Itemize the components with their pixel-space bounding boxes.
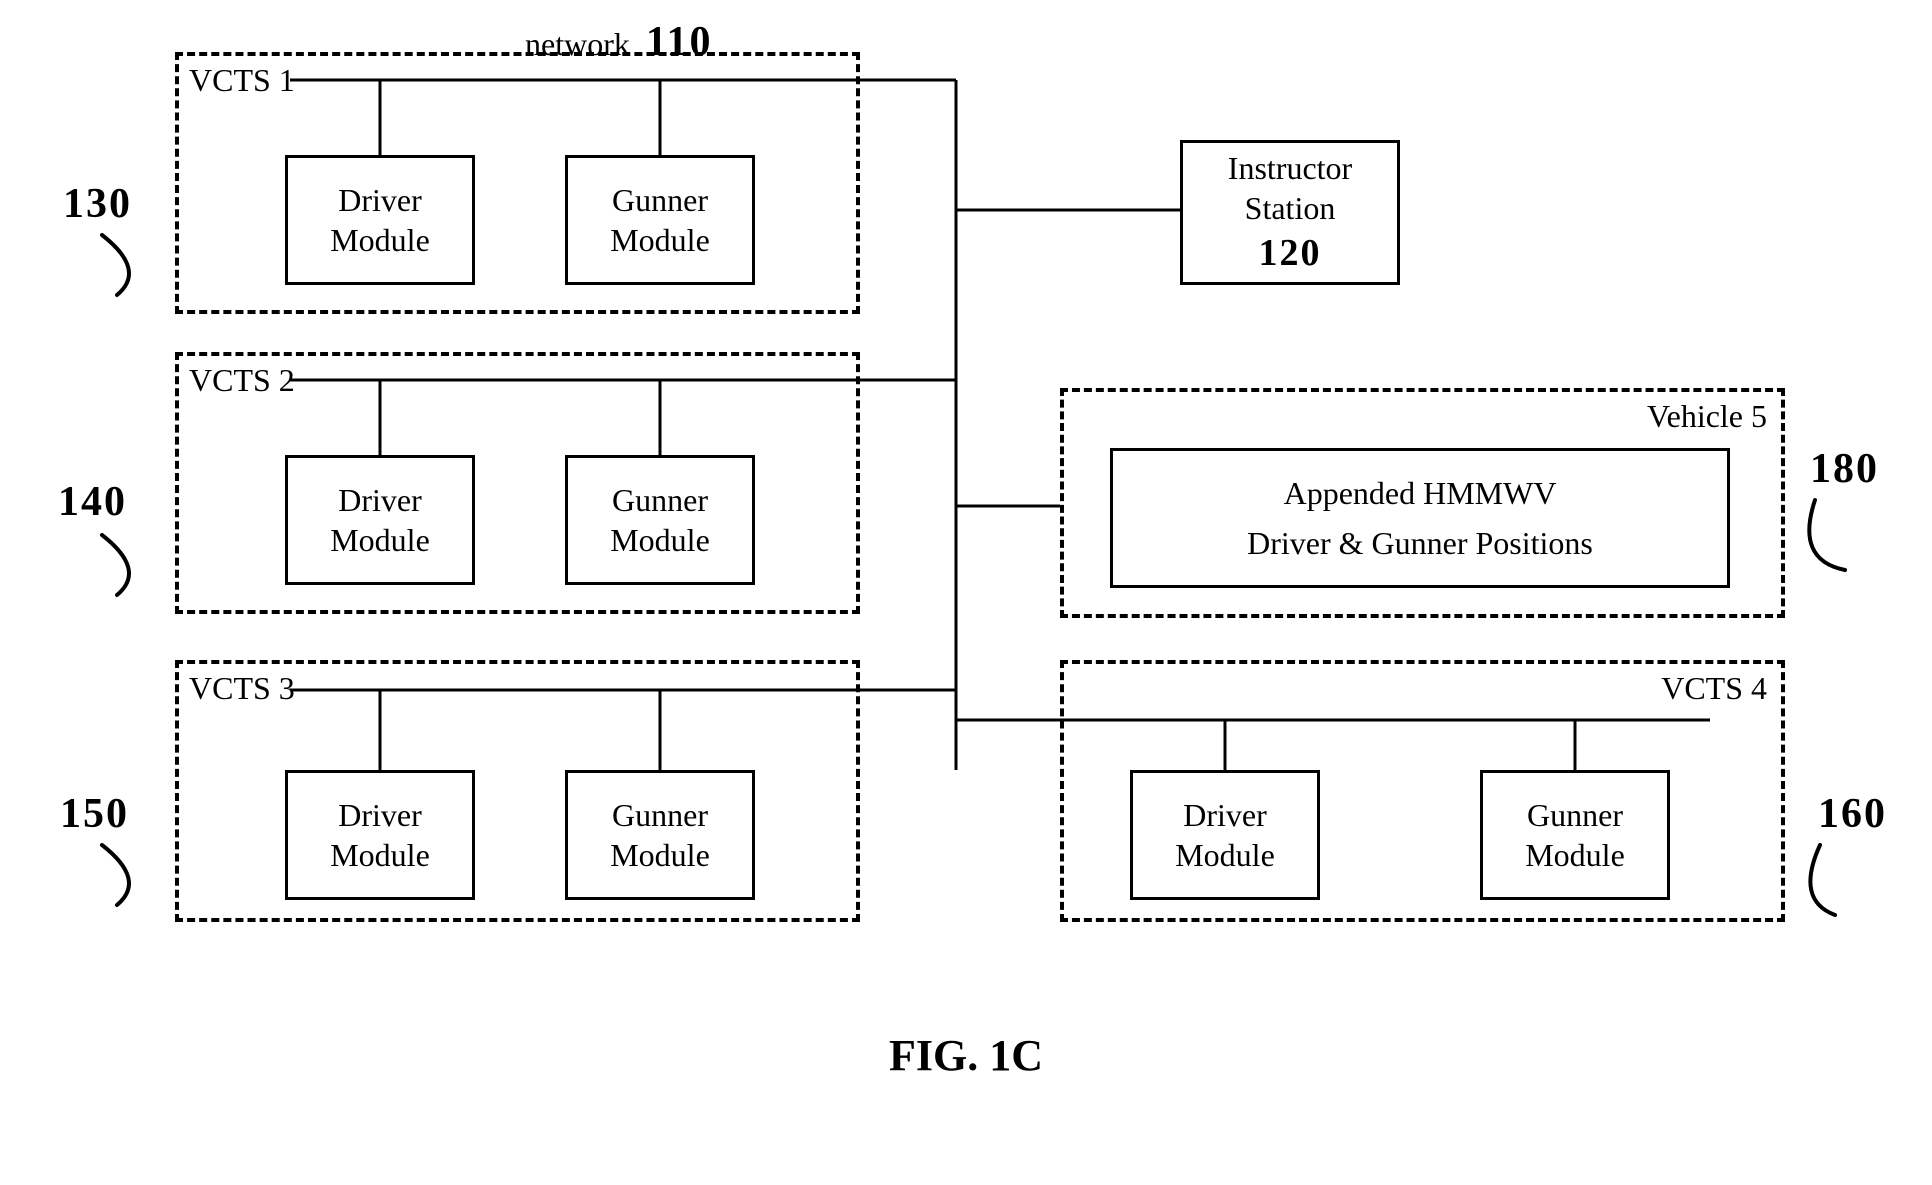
vcts3-group: VCTS 3	[175, 660, 860, 922]
vcts2-group: VCTS 2	[175, 352, 860, 614]
vehicle5-l1: Appended HMMWV	[1284, 473, 1557, 513]
instructor-l1: Instructor	[1228, 148, 1352, 188]
vcts1-gunner-l2: Module	[610, 222, 710, 258]
instructor-l2: Station	[1245, 188, 1336, 228]
vcts2-gunner-l2: Module	[610, 522, 710, 558]
vcts2-index: 140	[58, 478, 127, 526]
vcts3-driver-l2: Module	[330, 837, 430, 873]
vcts1-group: VCTS 1	[175, 52, 860, 314]
vcts4-gunner-module: Gunner Module	[1480, 770, 1670, 900]
vcts1-driver-module: Driver Module	[285, 155, 475, 285]
vcts1-title: VCTS 1	[189, 60, 295, 100]
vcts3-title: VCTS 3	[189, 668, 295, 708]
vcts4-gunner-l2: Module	[1525, 837, 1625, 873]
vcts3-driver-module: Driver Module	[285, 770, 475, 900]
vcts3-gunner-module: Gunner Module	[565, 770, 755, 900]
vehicle5-module: Appended HMMWV Driver & Gunner Positions	[1110, 448, 1730, 588]
vcts4-driver-module: Driver Module	[1130, 770, 1320, 900]
vehicle5-index: 180	[1810, 445, 1879, 493]
vcts3-gunner-l2: Module	[610, 837, 710, 873]
vcts4-title: VCTS 4	[1661, 668, 1767, 708]
vcts4-gunner-l1: Gunner	[1527, 797, 1623, 833]
vcts2-driver-l1: Driver	[338, 482, 422, 518]
vcts4-driver-l2: Module	[1175, 837, 1275, 873]
vehicle5-title: Vehicle 5	[1647, 396, 1767, 436]
vcts2-driver-l2: Module	[330, 522, 430, 558]
vcts2-gunner-module: Gunner Module	[565, 455, 755, 585]
vcts2-driver-module: Driver Module	[285, 455, 475, 585]
vcts1-gunner-l1: Gunner	[612, 182, 708, 218]
vcts3-driver-l1: Driver	[338, 797, 422, 833]
vcts1-driver-l2: Module	[330, 222, 430, 258]
vcts1-index: 130	[63, 180, 132, 228]
vehicle5-l2: Driver & Gunner Positions	[1247, 523, 1593, 563]
vcts3-gunner-l1: Gunner	[612, 797, 708, 833]
vcts1-gunner-module: Gunner Module	[565, 155, 755, 285]
vcts2-title: VCTS 2	[189, 360, 295, 400]
instructor-index: 120	[1259, 230, 1322, 278]
figure-caption: FIG. 1C	[0, 1030, 1932, 1081]
instructor-station: Instructor Station 120	[1180, 140, 1400, 285]
vcts2-gunner-l1: Gunner	[612, 482, 708, 518]
vcts3-index: 150	[60, 790, 129, 838]
vcts1-driver-l1: Driver	[338, 182, 422, 218]
vcts4-index: 160	[1818, 790, 1887, 838]
vcts4-driver-l1: Driver	[1183, 797, 1267, 833]
